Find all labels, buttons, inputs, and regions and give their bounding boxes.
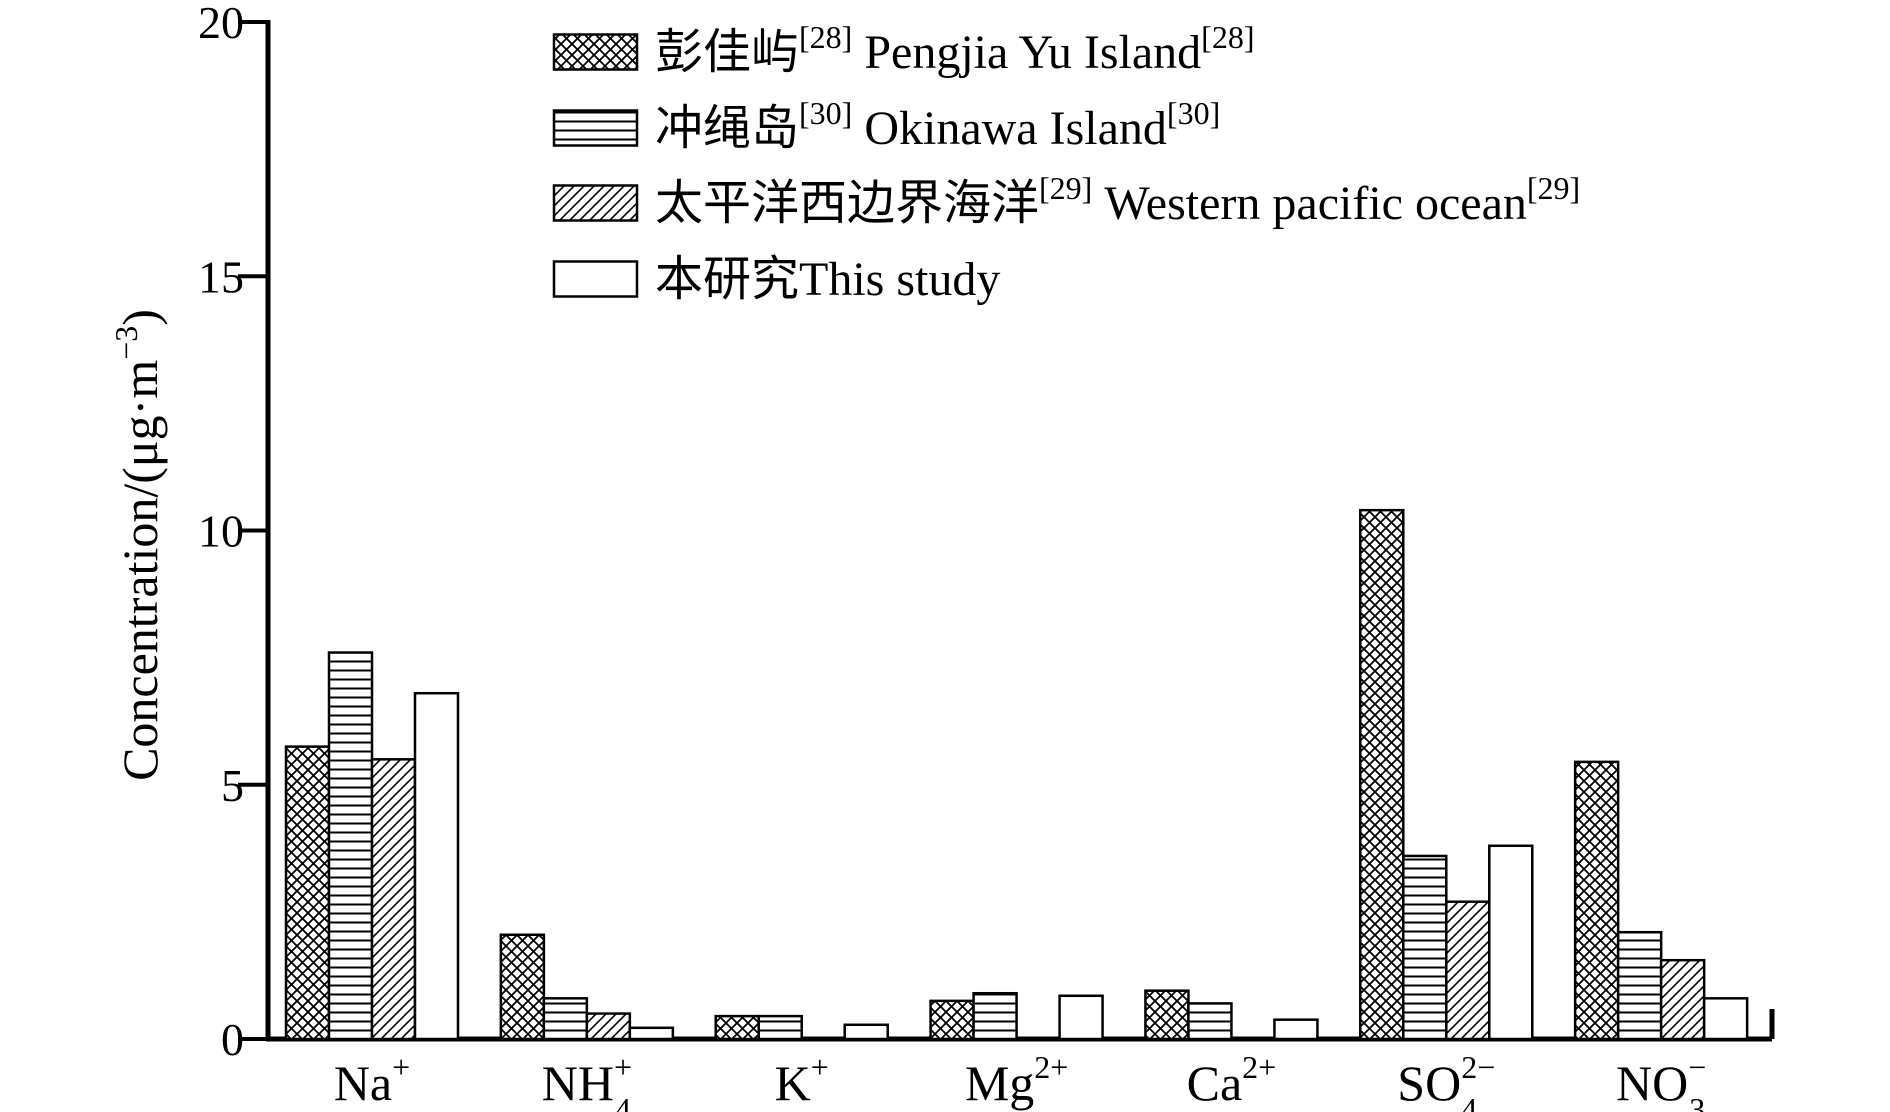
bar <box>929 999 975 1041</box>
bar <box>1058 994 1104 1041</box>
bar <box>1144 989 1190 1041</box>
legend-swatch <box>552 184 639 222</box>
x-tick-label: NH+ 4 <box>542 1049 632 1112</box>
x-tick-label: Ca2+ <box>1187 1049 1277 1111</box>
bar <box>585 1012 632 1041</box>
legend-entry: 太平洋西边界海洋[29] Western pacific ocean[29] <box>655 170 1580 230</box>
bar <box>714 1014 760 1041</box>
x-tick-label: SO2− 4 <box>1397 1049 1495 1112</box>
y-axis-title-close: ) <box>112 309 168 326</box>
bar <box>1273 1018 1319 1041</box>
x-tick-label: NO− 3 <box>1616 1049 1706 1112</box>
bar <box>1359 508 1405 1041</box>
bar <box>843 1023 889 1041</box>
bar <box>370 758 417 1041</box>
x-tick-label: K+ <box>775 1049 829 1111</box>
y-tick-label: 0 <box>221 1014 244 1065</box>
bar <box>972 991 1018 1041</box>
bar <box>628 1026 675 1041</box>
legend: 彭佳屿[28] Pengjia Yu Island[28] 冲绳岛[30] Oki… <box>552 19 1580 306</box>
legend-swatch <box>552 109 639 147</box>
bar <box>499 933 546 1041</box>
y-axis-title-exponent: −3 <box>108 326 144 360</box>
bar <box>1445 900 1491 1041</box>
legend-entry: 彭佳屿[28] Pengjia Yu Island[28] <box>655 19 1254 79</box>
y-tick-label: 10 <box>198 506 244 557</box>
x-tick-label: Na+ <box>334 1049 410 1111</box>
category-labels: Na+ NH+ 4 K+ Mg2+ Ca2+ SO2− 4 NO− 3 <box>334 1049 1706 1112</box>
bar <box>1488 844 1534 1041</box>
y-axis-title: Concentration/(μg·m−3) <box>108 309 168 781</box>
y-tick-label: 20 <box>198 0 244 48</box>
y-tick-label: 15 <box>198 251 244 302</box>
legend-entry: 本研究This study <box>655 253 1000 306</box>
bar <box>284 745 331 1041</box>
x-tick-label: Mg2+ <box>965 1049 1069 1111</box>
bar <box>413 691 460 1041</box>
bar <box>1702 997 1749 1041</box>
bar <box>1573 760 1620 1041</box>
bars <box>284 508 1749 1041</box>
bar <box>1659 958 1706 1041</box>
y-tick-label: 5 <box>221 760 244 811</box>
bar <box>757 1014 803 1041</box>
bar <box>1187 1002 1233 1041</box>
legend-entry: 冲绳岛[30] Okinawa Island[30] <box>655 95 1220 155</box>
bar <box>542 997 589 1041</box>
bar <box>1616 930 1663 1041</box>
bar <box>327 651 374 1041</box>
legend-swatch <box>552 33 639 71</box>
legend-swatch <box>552 260 639 298</box>
bar <box>1402 854 1448 1041</box>
y-axis-title-main: Concentration/(μg·m <box>112 360 168 781</box>
